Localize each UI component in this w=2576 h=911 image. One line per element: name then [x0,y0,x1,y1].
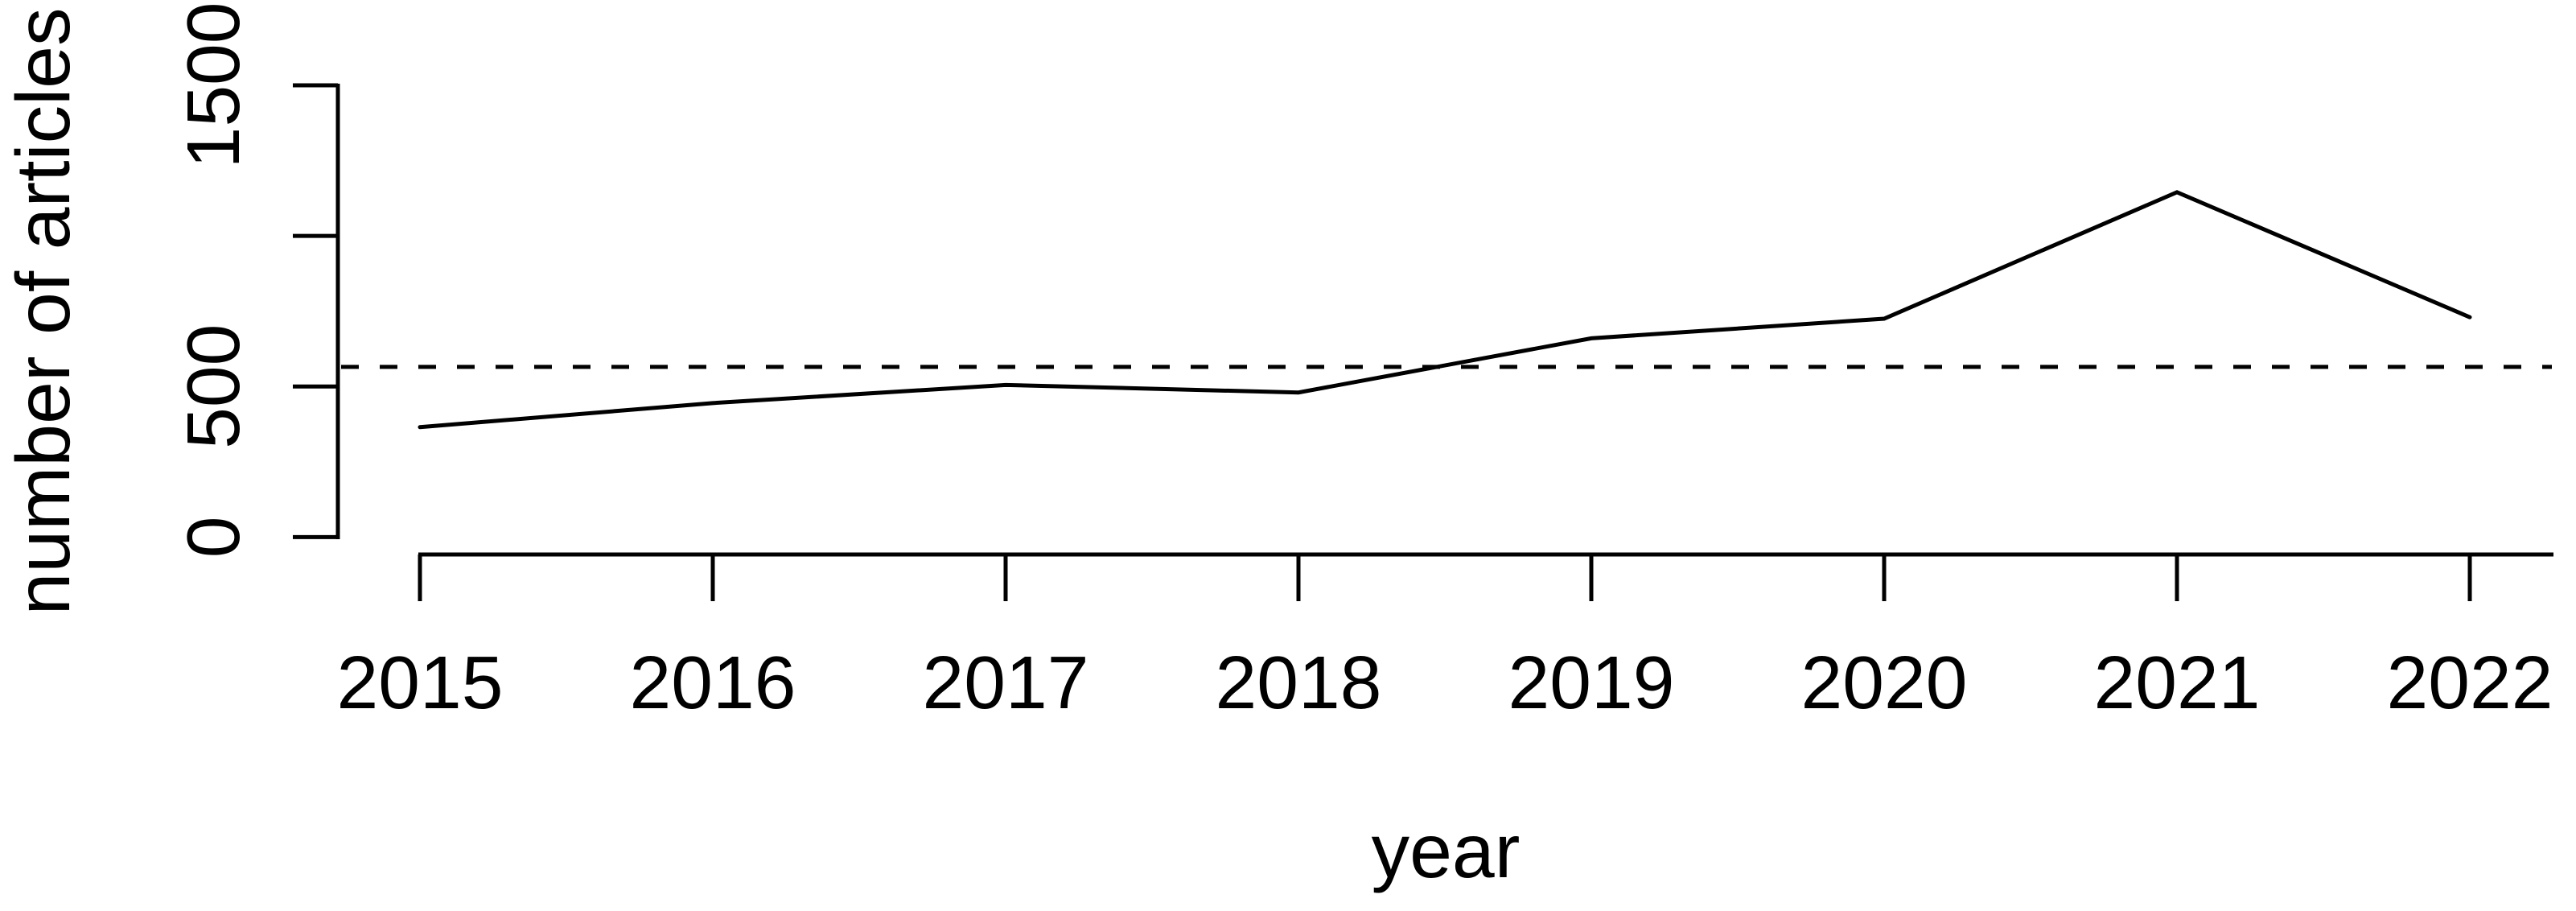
y-tick-label: 0 [171,517,255,559]
x-tick-label: 2017 [923,641,1089,724]
x-tick-label: 2019 [1508,641,1675,724]
x-tick-label: 2020 [1801,641,1968,724]
y-axis-title: number of articles [1,7,86,615]
y-tick-label: 1500 [171,2,255,169]
x-tick-label: 2018 [1216,641,1382,724]
y-tick-label: 500 [171,324,255,449]
x-axis-title: year [1372,809,1520,894]
x-tick-label: 2021 [2094,641,2261,724]
x-tick-label: 2022 [2387,641,2553,724]
x-tick-label: 2016 [630,641,796,724]
x-tick-label: 2015 [337,641,504,724]
series-line [418,190,2472,430]
